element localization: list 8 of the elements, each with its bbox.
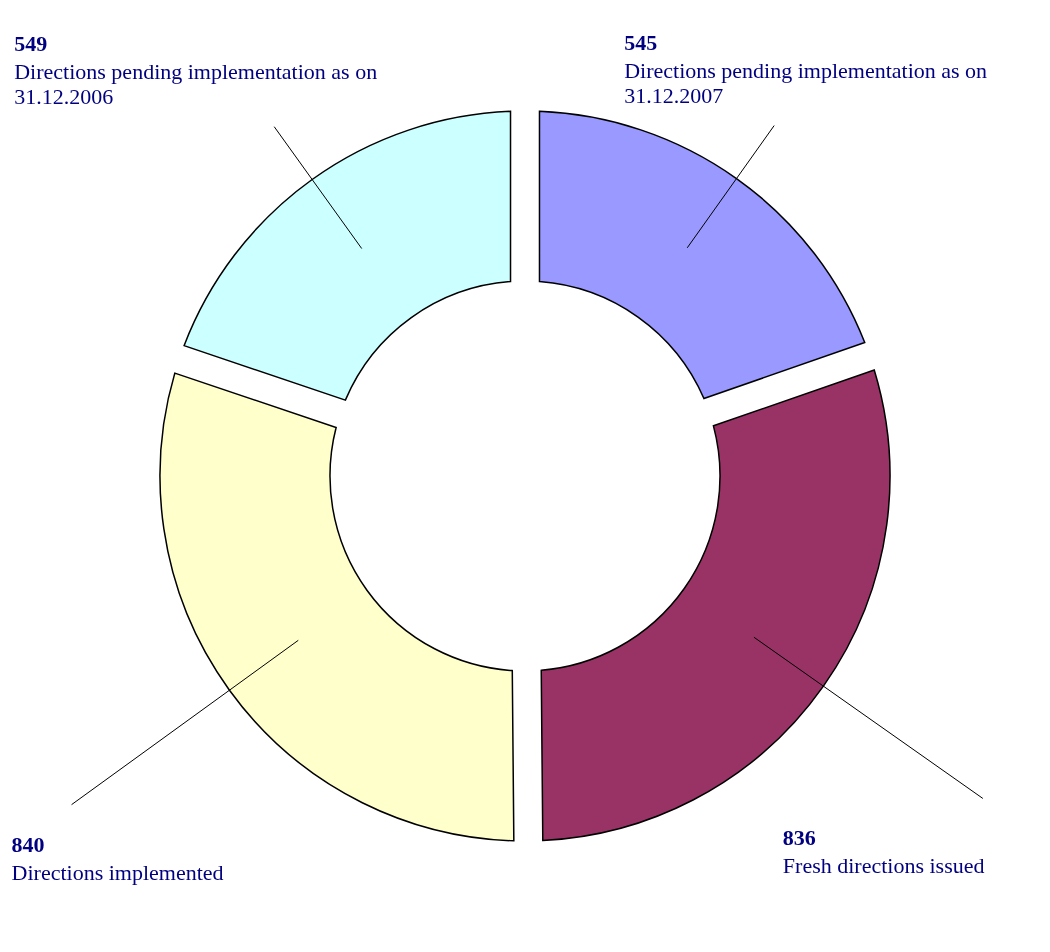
data-label: 840 xyxy=(11,831,45,857)
data-label: 836 xyxy=(782,825,816,851)
slice-label: Directions pending implementation as on 31.12.2006 xyxy=(14,58,378,109)
data-label: 549 xyxy=(14,30,48,56)
slice-label: Directions implemented xyxy=(11,859,224,885)
slice-label: Directions pending implementation as on 31.12.2007 xyxy=(624,57,988,108)
slice-label: Fresh directions issued xyxy=(782,853,985,879)
data-label: 545 xyxy=(624,29,658,55)
